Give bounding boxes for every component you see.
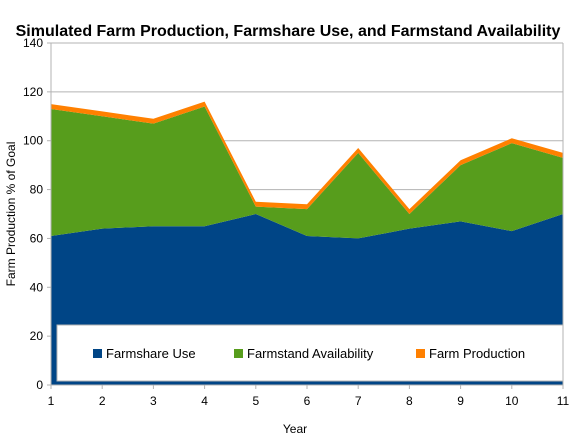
series-area-farmstand-availability — [51, 106, 563, 239]
legend-swatch-farmstand-availability — [234, 349, 243, 358]
y-tick-label-80: 80 — [30, 183, 44, 197]
x-tick-label-9: 9 — [457, 394, 464, 408]
legend-label-farmshare-use: Farmshare Use — [106, 346, 196, 361]
x-tick-label-10: 10 — [505, 394, 519, 408]
x-tick-label-11: 11 — [557, 394, 570, 408]
y-tick-label-20: 20 — [30, 329, 44, 343]
y-tick-label-0: 0 — [36, 378, 43, 392]
legend-swatch-farmshare-use — [93, 349, 102, 358]
legend-label-farm-production: Farm Production — [429, 346, 525, 361]
y-tick-label-120: 120 — [23, 85, 43, 99]
y-tick-label-100: 100 — [23, 134, 43, 148]
y-tick-label-140: 140 — [23, 36, 43, 50]
x-tick-label-6: 6 — [304, 394, 311, 408]
x-tick-label-7: 7 — [355, 394, 362, 408]
x-tick-label-5: 5 — [252, 394, 259, 408]
legend-label-farmstand-availability: Farmstand Availability — [247, 346, 374, 361]
x-tick-label-3: 3 — [150, 394, 157, 408]
chart-title: Simulated Farm Production, Farmshare Use… — [16, 23, 561, 40]
y-axis-label: Farm Production % of Goal — [4, 142, 18, 287]
legend: Farmshare Use Farmstand Availability Farm … — [56, 324, 564, 382]
legend-box — [56, 324, 564, 382]
x-tick-label-4: 4 — [201, 394, 208, 408]
legend-swatch-farm-production — [416, 349, 425, 358]
x-tick-label-8: 8 — [406, 394, 413, 408]
tick-labels: 0 20 40 60 80 100 120 140 1 2 3 4 5 6 7 8 9 10 11 — [23, 36, 570, 408]
series-area-farm-production — [51, 101, 563, 214]
y-tick-label-60: 60 — [30, 231, 44, 245]
x-tick-label-2: 2 — [99, 394, 106, 408]
x-axis-label: Year — [283, 422, 307, 436]
y-tick-label-40: 40 — [30, 280, 44, 294]
x-tick-label-1: 1 — [48, 394, 55, 408]
